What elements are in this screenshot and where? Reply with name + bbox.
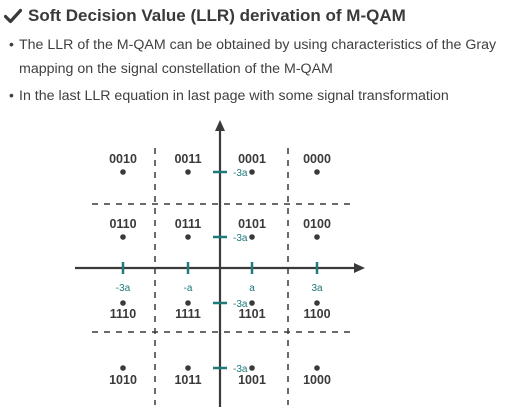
symbol-bit-label: 0001 [238, 152, 266, 166]
symbol-bit-label: 0111 [175, 217, 201, 231]
x-tick-label: -a [184, 283, 193, 294]
x-tick-label: a [249, 283, 255, 294]
constellation-point [120, 234, 126, 240]
bullet-text: The LLR of the M-QAM can be obtained by … [19, 37, 497, 53]
bullet-glyph: • [9, 87, 14, 103]
constellation-point [314, 169, 320, 175]
y-tick-label: -3a [233, 364, 248, 375]
check-mark-icon [4, 8, 22, 24]
bullet-item-1: • The LLR of the M-QAM can be obtained by… [9, 35, 496, 54]
bullet-glyph: • [9, 36, 14, 52]
constellation-point [185, 365, 191, 371]
constellation-point [249, 365, 255, 371]
y-axis-arrow-icon [215, 120, 225, 131]
x-tick-label: -3a [116, 283, 131, 294]
constellation-point [314, 234, 320, 240]
axis-ticks: -3a -a a 3a -3a -3a -3a -3a [116, 168, 323, 375]
title-text: Soft Decision Value (LLR) derivation of … [28, 6, 406, 25]
symbol-bit-label: 0000 [303, 152, 331, 166]
symbol-bit-label: 1110 [110, 307, 136, 321]
symbol-bit-label: 0011 [174, 152, 201, 166]
constellation-point [249, 234, 255, 240]
bullet-text: mapping on the signal constellation of t… [19, 61, 333, 77]
y-tick-label: -3a [233, 168, 248, 179]
symbol-bit-label: 1000 [303, 373, 331, 387]
y-tick-label: -3a [233, 299, 248, 310]
constellation-points: 0010 0011 0001 0000 0110 0111 0101 0100 1110 1111… [109, 152, 331, 387]
symbol-bit-label: 0110 [109, 217, 136, 231]
symbol-bit-label: 1100 [303, 307, 330, 321]
slide-title: Soft Decision Value (LLR) derivation of … [4, 4, 406, 28]
x-axis-arrow-icon [354, 263, 365, 273]
decision-boundaries [92, 148, 352, 405]
constellation-point [120, 300, 126, 306]
symbol-bit-label: 1010 [109, 373, 137, 387]
symbol-bit-label: 0101 [238, 217, 266, 231]
constellation-point [120, 169, 126, 175]
constellation-point [120, 365, 126, 371]
symbol-bit-label: 1111 [175, 307, 201, 321]
y-tick-label: -3a [233, 233, 248, 244]
symbol-bit-label: 0100 [303, 217, 331, 231]
symbol-bit-label: 0010 [109, 152, 137, 166]
constellation-point [185, 169, 191, 175]
constellation-point [185, 300, 191, 306]
constellation-point [249, 300, 255, 306]
bullet-item-2: • In the last LLR equation in last page w… [9, 86, 449, 105]
bullet-item-1-continuation: mapping on the signal constellation of t… [19, 60, 333, 78]
constellation-point [314, 365, 320, 371]
constellation-point [249, 169, 255, 175]
symbol-bit-label: 1011 [174, 373, 201, 387]
symbol-bit-label: 1001 [238, 373, 266, 387]
x-tick-label: 3a [311, 283, 323, 294]
constellation-point [185, 234, 191, 240]
symbol-bit-label: 1101 [238, 307, 265, 321]
constellation-point [314, 300, 320, 306]
bullet-text: In the last LLR equation in last page wi… [19, 88, 449, 104]
